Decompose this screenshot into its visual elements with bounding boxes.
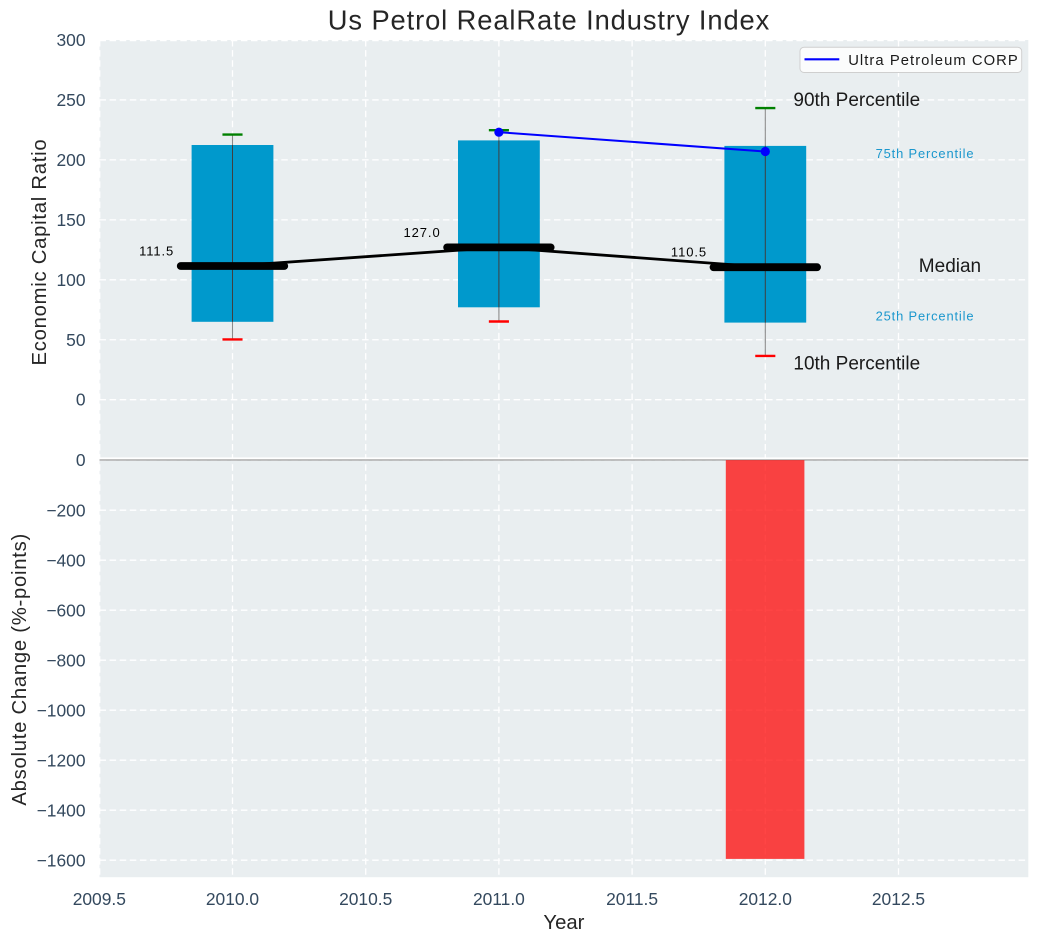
svg-text:−600: −600	[46, 600, 85, 620]
svg-text:250: 250	[56, 90, 85, 110]
svg-text:−1600: −1600	[37, 850, 86, 870]
svg-text:Median: Median	[919, 256, 981, 277]
svg-text:2011.5: 2011.5	[606, 889, 658, 909]
svg-text:10th Percentile: 10th Percentile	[793, 353, 920, 374]
svg-text:0: 0	[76, 450, 86, 470]
svg-text:−1000: −1000	[37, 700, 86, 720]
svg-text:100: 100	[56, 270, 85, 290]
svg-text:50: 50	[66, 330, 85, 350]
svg-text:Year: Year	[543, 912, 584, 934]
svg-text:−400: −400	[46, 550, 85, 570]
svg-text:127.0: 127.0	[404, 225, 441, 240]
svg-text:150: 150	[56, 210, 85, 230]
svg-text:300: 300	[56, 30, 85, 50]
svg-text:111.5: 111.5	[139, 244, 174, 259]
svg-text:90th Percentile: 90th Percentile	[793, 90, 920, 111]
svg-text:−1200: −1200	[37, 750, 86, 770]
svg-text:Economic Capital Ratio: Economic Capital Ratio	[29, 139, 51, 366]
svg-text:200: 200	[56, 150, 85, 170]
svg-text:Us Petrol RealRate Industry In: Us Petrol RealRate Industry Index	[328, 4, 770, 35]
svg-text:−1400: −1400	[37, 800, 86, 820]
svg-text:2010.5: 2010.5	[339, 889, 392, 909]
svg-text:25th Percentile: 25th Percentile	[876, 308, 975, 323]
svg-text:2011.0: 2011.0	[473, 889, 525, 909]
svg-text:2012.0: 2012.0	[739, 889, 792, 909]
svg-text:2010.0: 2010.0	[206, 889, 259, 909]
svg-text:0: 0	[76, 390, 86, 410]
svg-text:110.5: 110.5	[671, 245, 707, 260]
svg-text:−200: −200	[46, 500, 85, 520]
svg-text:75th Percentile: 75th Percentile	[876, 146, 975, 161]
svg-text:2012.5: 2012.5	[872, 889, 925, 909]
svg-text:Ultra Petroleum CORP: Ultra Petroleum CORP	[848, 53, 1019, 69]
svg-text:−800: −800	[46, 650, 85, 670]
svg-text:Absolute Change (%-points): Absolute Change (%-points)	[9, 533, 31, 806]
svg-text:2009.5: 2009.5	[73, 889, 126, 909]
